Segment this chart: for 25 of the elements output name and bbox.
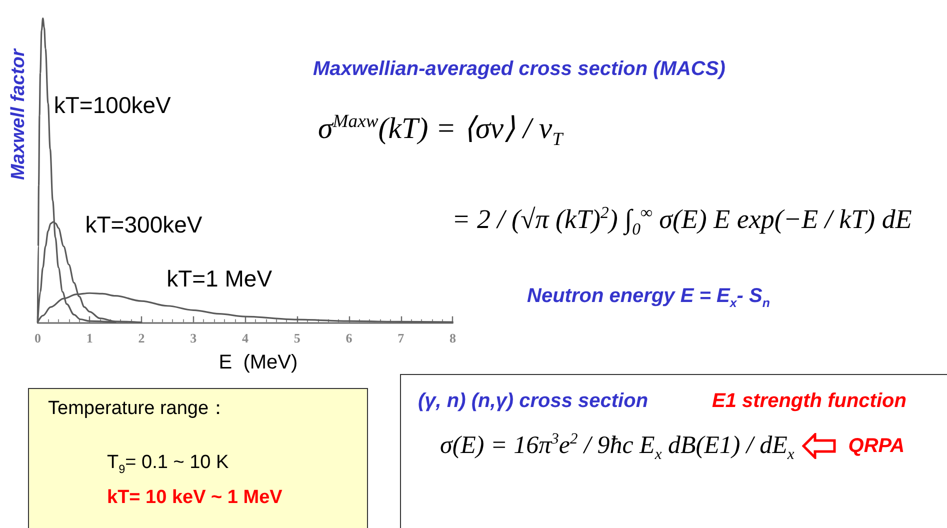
series-label: kT=300keV — [85, 211, 203, 238]
x-tick-label: 3 — [190, 330, 198, 346]
x-axis-title: E (MeV) — [218, 351, 298, 374]
text: T$_{9}$= 0.1 ~ 10 K — [107, 452, 229, 476]
text: Neutron energy E = E$_{x}$- S$_{n}$ — [527, 285, 770, 310]
x-tick-label: 7 — [398, 330, 405, 346]
x-tick-label: 2 — [138, 330, 145, 346]
text: Temperature range： — [48, 398, 228, 420]
series-label: kT=100keV — [54, 92, 172, 118]
annotation: Maxwellian-averaged cross section (MACS) — [313, 58, 726, 81]
text: (γ, n) (n,γ) cross section — [418, 390, 648, 413]
text: E1 strength function — [712, 390, 906, 413]
x-tick-label: 4 — [242, 330, 249, 346]
annotation: = 2 / (√π (kT)$^{2}$) ∫$_{0}$$^{∞}$ σ(E) E exp(−E / kT) dE — [452, 203, 912, 238]
x-tick-label: 0 — [34, 330, 41, 346]
x-tick-label: 1 — [86, 330, 93, 346]
x-tick-label: 5 — [294, 330, 301, 346]
series-label: kT=1 MeV — [166, 266, 273, 292]
text: QRPA — [848, 434, 905, 458]
x-tick-label: 8 — [449, 330, 456, 346]
y-axis-title: Maxwell factor — [8, 48, 30, 182]
text: kT= 10 keV ~ 1 MeV — [107, 487, 282, 509]
text: σ(E) = 16π$^{3}$e$^{2}$ / 9ħc E$_{x}$ dB(E1) / dE$_{x}$ — [440, 430, 794, 463]
annotation: σ$^{Maxw}$(kT) = ⟨σv⟩ / v$_{T}$ — [318, 111, 563, 150]
x-tick-label: 6 — [346, 330, 353, 346]
